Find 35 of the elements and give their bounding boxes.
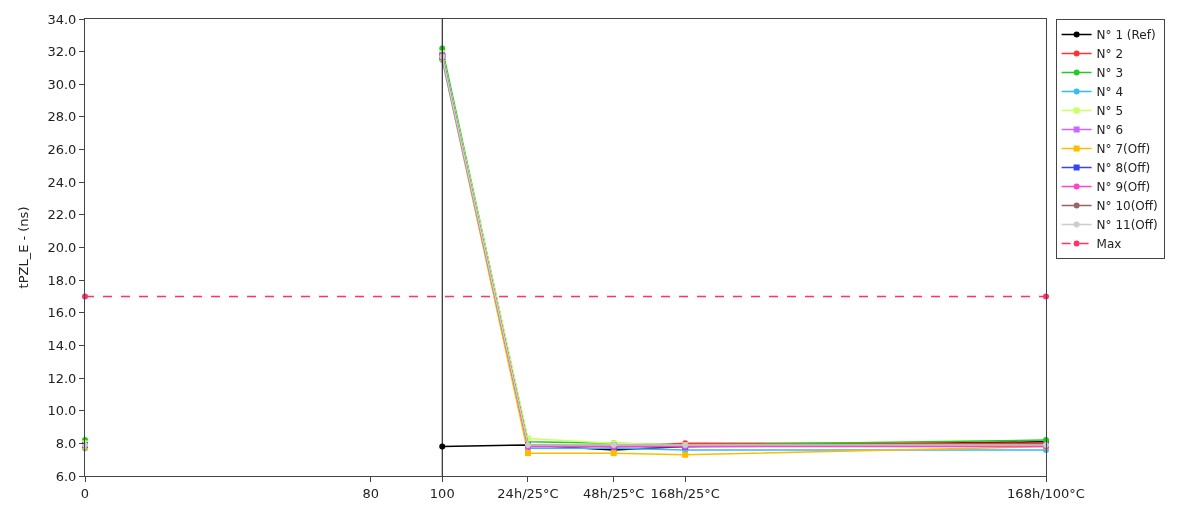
y-tick-label: 30.0 <box>47 76 77 92</box>
y-tick-label: 24.0 <box>47 174 77 190</box>
y-tick-label: 34.0 <box>47 11 77 27</box>
x-tick-label: 168h/100°C <box>1007 485 1085 501</box>
y-tick-label: 12.0 <box>47 370 77 386</box>
legend-label: N° 9(Off) <box>1096 180 1151 195</box>
y-tick-label: 16.0 <box>47 305 77 321</box>
legend-label: N° 5 <box>1096 104 1124 119</box>
y-tick-label: 26.0 <box>47 142 77 158</box>
x-tick-label: 48h/25°C <box>583 485 645 501</box>
legend-label: N° 1 (Ref) <box>1096 28 1156 43</box>
y-tick-label: 32.0 <box>47 44 77 60</box>
legend-label: N° 8(Off) <box>1096 161 1151 176</box>
legend-label: N° 4 <box>1096 85 1124 100</box>
x-tick-label: 100 <box>429 485 455 501</box>
legend-label: N° 6 <box>1096 123 1124 138</box>
y-tick-label: 6.0 <box>55 468 77 484</box>
y-tick-label: 14.0 <box>47 337 77 353</box>
x-tick-label: 168h/25°C <box>650 485 720 501</box>
y-tick-label: 20.0 <box>47 240 77 256</box>
x-tick-label: 0 <box>80 485 90 501</box>
legend-label: N° 10(Off) <box>1096 199 1158 214</box>
y-tick-label: 8.0 <box>55 435 77 451</box>
y-tick-label: 22.0 <box>47 207 77 223</box>
x-tick-label: 24h/25°C <box>497 485 559 501</box>
legend-label: N° 3 <box>1096 66 1124 81</box>
y-tick-label: 18.0 <box>47 272 77 288</box>
legend-label: Max <box>1096 237 1122 252</box>
legend-label: N° 7(Off) <box>1096 142 1151 157</box>
y-axis-title: tPZL_E - (ns) <box>16 206 32 289</box>
legend-label: N° 2 <box>1096 47 1124 62</box>
x-tick-label: 80 <box>362 485 380 501</box>
y-tick-label: 10.0 <box>47 403 77 419</box>
legend-label: N° 11(Off) <box>1096 218 1158 233</box>
y-tick-label: 28.0 <box>47 109 77 125</box>
